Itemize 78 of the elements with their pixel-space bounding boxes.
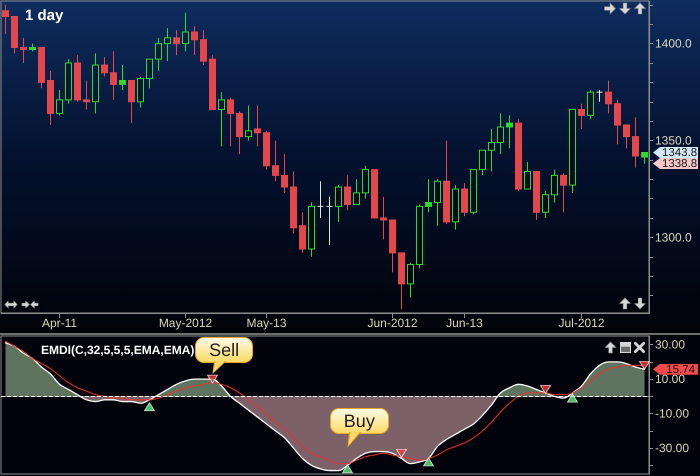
candlestick: [434, 178, 441, 226]
candlestick: [515, 118, 522, 192]
point: [396, 448, 407, 458]
candlestick: [524, 161, 531, 190]
candlestick: [182, 12, 189, 52]
y-tick-label: -10.00: [655, 406, 690, 421]
candlestick: [416, 204, 423, 269]
y-tick-label: 1400.0: [655, 36, 692, 51]
candlestick: [65, 58, 72, 104]
candlestick: [641, 152, 648, 164]
text: 15.74: [653, 364, 698, 376]
point: [342, 464, 353, 474]
candlestick: [497, 112, 504, 155]
candlestick: [38, 47, 45, 89]
candlestick: [56, 90, 63, 116]
x-tick-label: Jul-2012: [558, 316, 605, 330]
candlestick: [263, 130, 270, 170]
candlestick: [227, 97, 234, 147]
x-tick-label: May-13: [246, 316, 287, 330]
point: [423, 458, 434, 466]
candlestick: [488, 128, 495, 172]
point: [144, 402, 155, 412]
candlestick: [371, 169, 378, 219]
data-label: Sell: [195, 337, 254, 363]
candlestick: [29, 43, 36, 52]
candlestick: [443, 140, 450, 224]
candlestick: [146, 58, 153, 89]
text: EMDI(C,32,5,5,5,EMA,EMA): [41, 343, 194, 357]
candlestick: [452, 184, 459, 230]
data-label: Buy: [330, 408, 389, 434]
candlestick: [569, 109, 576, 194]
candlestick: [335, 184, 342, 222]
candlestick: [326, 196, 333, 246]
candlestick: [551, 169, 558, 204]
point: [540, 385, 551, 394]
candlestick: [479, 150, 486, 176]
y-tick-label: 30.00: [655, 338, 686, 352]
candlestick: [119, 64, 126, 91]
candlestick: [128, 80, 135, 124]
candlestick: [506, 114, 513, 149]
candlestick: [11, 16, 18, 54]
candlestick: [353, 178, 360, 205]
candlestick: [317, 180, 324, 219]
x-tick-label: Jun-13: [446, 316, 484, 330]
candlestick: [560, 172, 567, 213]
candlestick: [74, 54, 81, 102]
candlestick: [542, 190, 549, 219]
candlestick: [533, 171, 540, 220]
text: 1338.8: [653, 158, 698, 170]
y-tick-label: 1300.0: [655, 230, 692, 244]
chart-title: 1 day: [25, 7, 64, 24]
candlestick: [398, 252, 405, 310]
y-tick-label: 1350.0: [655, 134, 692, 148]
candlestick: [245, 105, 252, 142]
candlestick: [137, 76, 144, 108]
candlestick: [164, 28, 171, 62]
text: 1343.8: [653, 147, 698, 160]
candlestick: [92, 52, 99, 114]
point: [207, 374, 218, 384]
point: [567, 394, 578, 402]
candlestick: [236, 110, 243, 155]
candlestick: [407, 262, 414, 298]
point: [639, 360, 650, 370]
candlestick: [623, 124, 630, 149]
candlestick: [470, 169, 477, 215]
candlestick: [155, 37, 162, 72]
candlestick: [389, 219, 396, 273]
candlestick: [425, 178, 432, 213]
y-tick-label: -30.00: [655, 441, 690, 456]
candlestick: [209, 54, 216, 110]
candlestick: [587, 90, 594, 120]
x-tick-label: Jun-2012: [367, 316, 418, 330]
x-tick-label: Apr-11: [42, 316, 78, 330]
candlestick: [218, 92, 225, 147]
x-tick-label: May-2012: [158, 316, 212, 330]
candlestick: [596, 90, 603, 102]
candlestick: [308, 202, 315, 258]
candlestick: [362, 165, 369, 200]
